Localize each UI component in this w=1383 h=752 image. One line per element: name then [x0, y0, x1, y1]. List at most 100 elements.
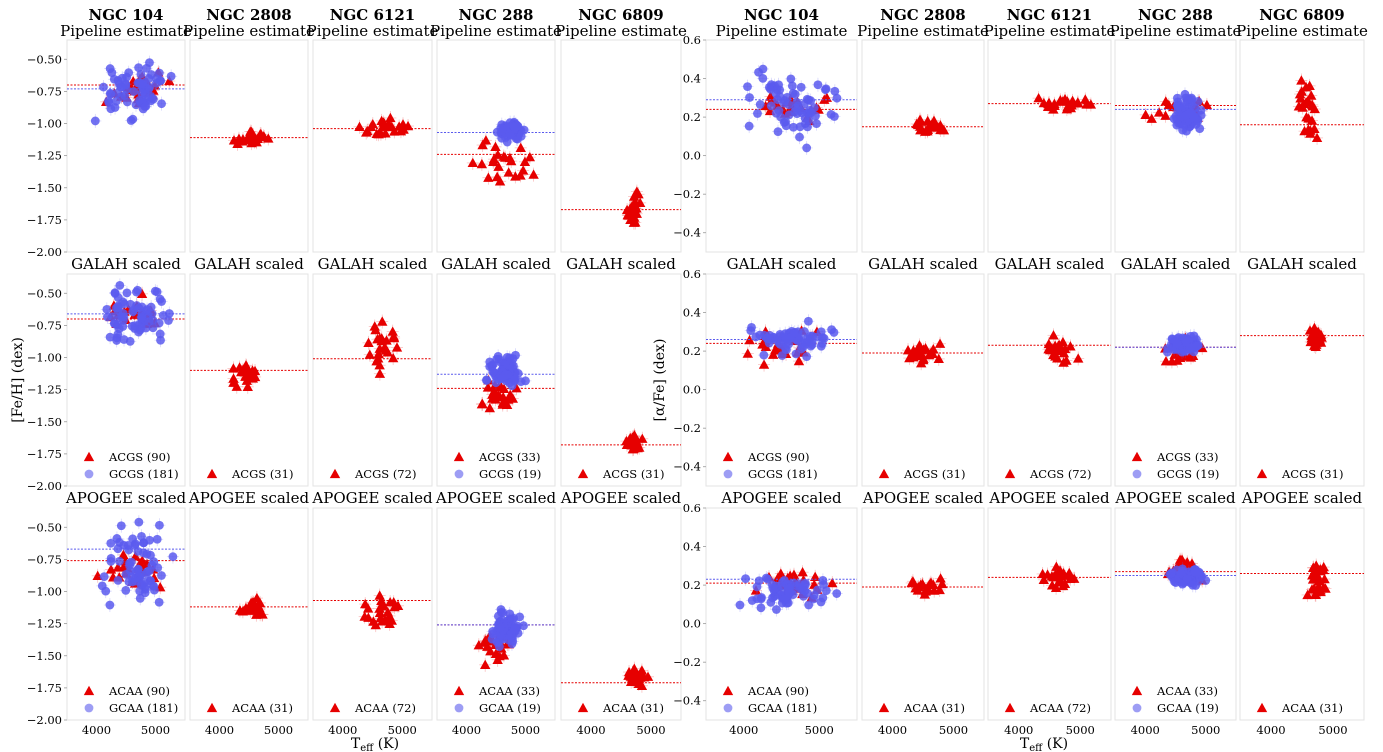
data-point-circle: [762, 333, 772, 343]
data-point-triangle: [1310, 560, 1322, 570]
y-tick-label: −1.50: [27, 415, 62, 429]
data-point-circle: [1132, 469, 1142, 479]
data-point-circle: [758, 64, 768, 74]
panel-row-title: Pipeline estimate: [307, 22, 439, 40]
panel-frame: [1239, 273, 1365, 487]
data-point-circle: [1183, 574, 1192, 584]
panel-fe-r1-c2: GALAH scaled ACGS (72): [312, 255, 433, 487]
data-point-triangle: [510, 171, 521, 181]
panel-row-title: GALAH scaled: [727, 255, 837, 273]
data-point-triangle: [1306, 115, 1318, 125]
x-tick-label: 4000: [328, 723, 357, 737]
data-point-triangle: [364, 349, 375, 359]
data-point-circle: [121, 585, 131, 595]
data-point-triangle: [258, 131, 269, 141]
legend-label: ACGS (90): [747, 450, 809, 464]
data-point-triangle: [112, 562, 124, 572]
data-point-circle: [768, 583, 778, 593]
data-point-circle: [807, 340, 817, 350]
data-point-circle: [745, 93, 754, 102]
data-point-triangle: [377, 316, 388, 326]
data-point-circle: [510, 123, 520, 133]
data-point-triangle: [1073, 353, 1084, 363]
y-tick-label: 0.0: [683, 383, 701, 397]
data-point-triangle: [1038, 574, 1049, 584]
x-tick-label: 5000: [805, 723, 834, 737]
data-point-triangle: [374, 360, 385, 370]
data-point-circle: [1193, 97, 1203, 106]
data-point-circle: [496, 605, 506, 614]
xlabel-main: T: [1020, 736, 1030, 752]
data-point-circle: [84, 703, 94, 713]
panel-fe-r2-c2: APOGEE scaled ACAA (72) 4000 5000: [311, 489, 433, 737]
data-point-circle: [756, 594, 766, 604]
data-point-triangle: [388, 331, 399, 341]
legend-label: ACAA (72): [354, 701, 416, 715]
data-point-triangle: [476, 398, 488, 409]
data-point-triangle: [1319, 573, 1330, 584]
panel-fe-r2-c4: APOGEE scaled ACAA (31) 4000 5000: [560, 489, 682, 737]
data-point-triangle: [136, 288, 148, 298]
data-point-triangle: [243, 603, 255, 613]
legend-label: GCAA (19): [1157, 701, 1219, 715]
data-point-circle: [157, 99, 166, 109]
data-point-triangle: [629, 203, 641, 213]
data-point-triangle: [1311, 132, 1323, 143]
data-point-triangle: [242, 381, 253, 392]
data-point-triangle: [1311, 339, 1322, 349]
panel-alpha-r2-c1: APOGEE scaled ACAA (31) 4000 5000: [861, 489, 985, 737]
data-point-circle: [821, 586, 831, 596]
legend-label: ACGS (33): [478, 450, 540, 464]
legend-label: ACGS (31): [903, 467, 965, 481]
data-point-triangle: [1048, 104, 1059, 114]
data-point-circle: [115, 556, 124, 566]
panel-row-title: APOGEE scaled: [188, 489, 310, 507]
legend-label: ACAA (31): [1281, 701, 1343, 715]
data-point-circle: [135, 593, 145, 603]
data-point-triangle: [484, 402, 496, 413]
data-point-triangle: [793, 355, 805, 366]
xlabel-subscript: eff: [1029, 743, 1043, 752]
data-point-triangle: [164, 75, 175, 86]
legend-label: GCAA (181): [748, 701, 817, 715]
panel-frame: [987, 507, 1112, 721]
data-point-circle: [501, 370, 511, 380]
data-point-circle: [155, 520, 164, 530]
data-point-circle: [134, 63, 143, 73]
data-point-circle: [146, 92, 156, 101]
x-tick-label: 4000: [729, 723, 758, 737]
y-tick-label: −1.25: [27, 383, 62, 397]
data-point-triangle: [240, 371, 252, 381]
data-point-triangle: [1296, 75, 1307, 85]
data-point-circle: [99, 82, 108, 92]
data-point-triangle: [722, 451, 734, 462]
data-point-triangle: [636, 665, 648, 675]
data-point-triangle: [381, 335, 392, 345]
data-point-circle: [806, 108, 816, 118]
y-tick-label: 0.2: [683, 110, 701, 124]
data-point-circle: [101, 586, 111, 596]
panel-row-title: Pipeline estimate: [984, 22, 1116, 40]
data-point-triangle: [1307, 569, 1318, 580]
x-tick-label: 4000: [1004, 723, 1033, 737]
data-point-circle: [154, 597, 164, 607]
data-point-circle: [792, 109, 802, 119]
data-point-triangle: [402, 120, 414, 131]
data-point-triangle: [493, 161, 504, 171]
x-tick-label: 5000: [264, 723, 293, 737]
data-point-triangle: [228, 373, 239, 383]
data-point-circle: [103, 312, 112, 322]
x-tick-label: 5000: [141, 723, 170, 737]
data-point-circle: [830, 86, 840, 96]
data-point-circle: [99, 572, 109, 582]
data-point-circle: [801, 334, 811, 344]
data-point-circle: [723, 469, 733, 479]
data-point-circle: [771, 108, 781, 118]
panel-cluster-title: NGC 2808: [880, 6, 965, 24]
data-point-triangle: [631, 435, 642, 445]
panel-alpha-r2-c3: APOGEE scaled ACAA (33) GCAA (19) 4000 5000: [1114, 489, 1237, 737]
data-point-triangle: [915, 358, 927, 368]
data-point-triangle: [809, 571, 821, 582]
data-point-triangle: [389, 601, 400, 612]
